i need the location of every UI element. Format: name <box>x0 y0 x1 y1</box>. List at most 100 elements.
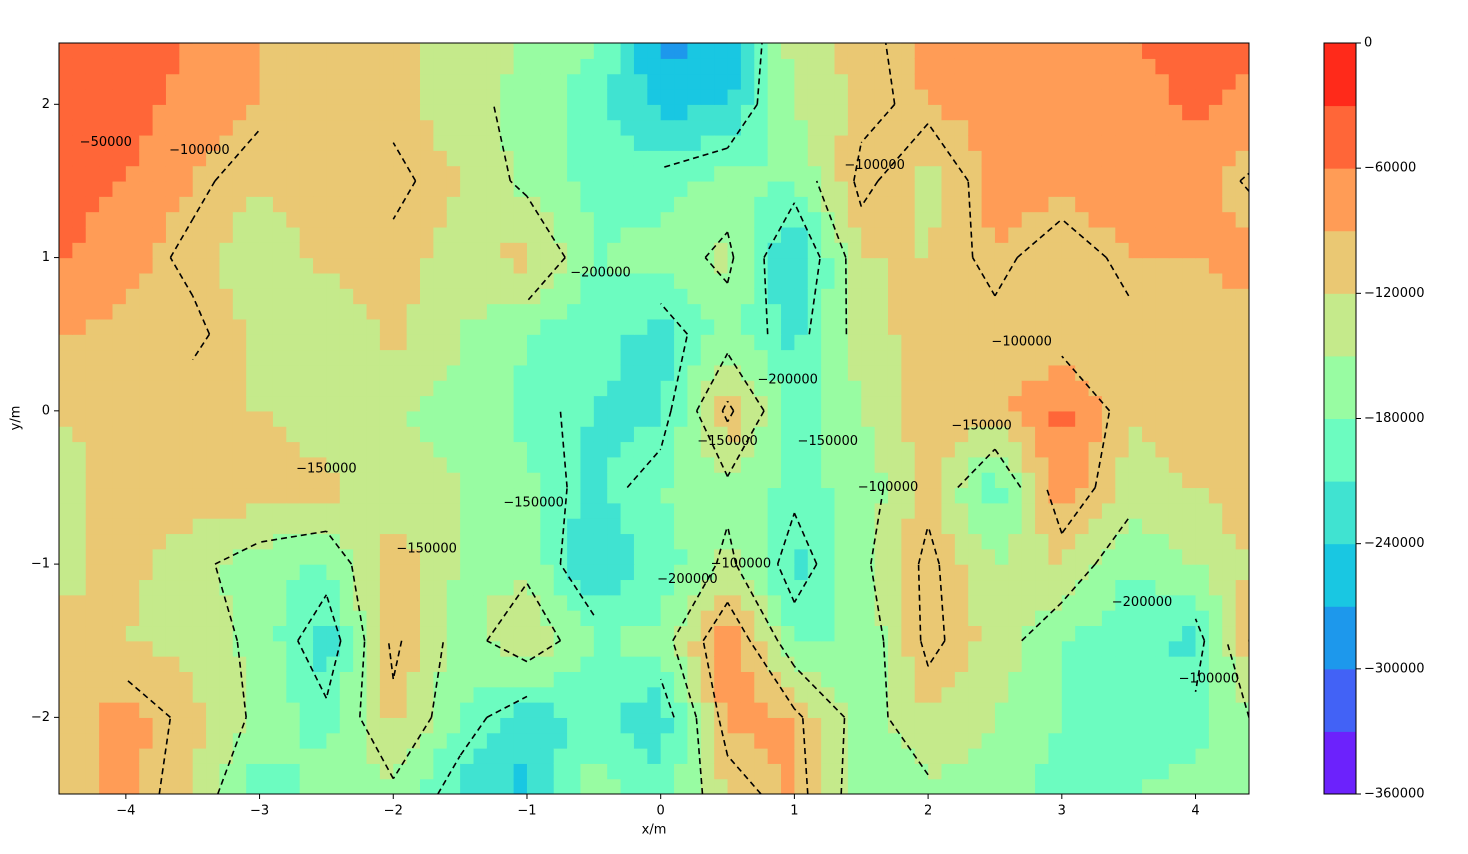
contour-cell <box>446 334 461 351</box>
contour-cell <box>847 150 862 167</box>
contour-cell <box>393 441 408 458</box>
contour-cell <box>1115 165 1130 182</box>
contour-cell <box>727 472 742 489</box>
contour-cell <box>981 456 996 473</box>
contour-cell <box>580 487 595 504</box>
contour-cell <box>406 73 421 90</box>
contour-cell <box>567 441 582 458</box>
contour-cell <box>219 43 234 44</box>
contour-cell <box>366 640 381 657</box>
contour-cell <box>152 303 167 320</box>
contour-cell <box>1128 134 1143 151</box>
contour-cell <box>1035 533 1050 550</box>
contour-cell <box>781 288 795 305</box>
contour-cell <box>299 564 314 581</box>
contour-cell <box>861 686 876 703</box>
contour-cell <box>887 548 902 565</box>
contour-cell <box>286 349 301 366</box>
contour-cell <box>660 257 675 274</box>
contour-cell <box>125 242 140 259</box>
contour-cell <box>674 180 689 197</box>
contour-cell <box>633 472 648 489</box>
contour-cell <box>125 364 140 381</box>
contour-cell <box>420 150 434 167</box>
contour-cell <box>914 579 929 596</box>
contour-cell <box>928 702 943 718</box>
contour-cell <box>406 395 421 412</box>
contour-cell <box>928 594 943 611</box>
contour-cell <box>393 610 408 627</box>
contour-cell <box>660 732 675 749</box>
contour-cell <box>59 73 73 90</box>
contour-cell <box>1008 686 1023 703</box>
contour-cell <box>941 610 956 627</box>
contour-cell <box>1021 518 1036 535</box>
contour-cell <box>192 410 207 427</box>
contour-line <box>670 334 689 412</box>
contour-cell <box>366 364 381 381</box>
contour-cell <box>339 43 354 59</box>
contour-cell <box>272 134 287 151</box>
contour-cell <box>941 272 956 289</box>
contour-cell <box>165 364 180 381</box>
contour-cell <box>1101 334 1116 351</box>
contour-cell <box>1195 349 1210 366</box>
contour-cell <box>379 472 394 489</box>
contour-cell <box>259 180 274 197</box>
contour-cell <box>500 686 515 703</box>
contour-cell <box>1048 686 1063 703</box>
contour-cell <box>59 257 73 274</box>
contour-cell <box>1088 180 1103 197</box>
contour-cell <box>1048 43 1063 59</box>
contour-cell <box>1155 778 1170 794</box>
contour-cell <box>446 180 461 197</box>
contour-cell <box>446 364 461 381</box>
contour-cell <box>1035 441 1050 458</box>
contour-cell <box>1008 43 1023 44</box>
contour-cell <box>914 763 929 780</box>
contour-cell <box>901 502 916 519</box>
contour-cell <box>834 441 849 458</box>
contour-cell <box>232 502 247 519</box>
contour-cell <box>981 395 996 412</box>
contour-cell <box>406 134 421 151</box>
contour-cell <box>232 43 247 44</box>
contour-cell <box>339 472 354 489</box>
contour-cell <box>847 134 862 151</box>
contour-cell <box>1168 502 1183 519</box>
contour-cell <box>767 426 782 443</box>
contour-cell <box>1222 548 1237 565</box>
contour-cell <box>647 564 662 581</box>
contour-cell <box>165 88 180 105</box>
contour-cell <box>219 426 234 443</box>
contour-cell <box>286 318 301 335</box>
contour-cell <box>85 242 100 259</box>
contour-cell <box>914 380 929 397</box>
contour-cell <box>1115 257 1130 274</box>
contour-cell <box>379 43 394 59</box>
contour-cell <box>633 640 648 657</box>
contour-cell <box>700 272 715 289</box>
contour-cell <box>1088 778 1103 794</box>
contour-line <box>735 563 779 642</box>
contour-cell <box>1048 717 1063 734</box>
contour-cell <box>874 502 889 519</box>
contour-cell <box>179 732 194 749</box>
contour-cell <box>1155 671 1170 688</box>
contour-cell <box>874 395 889 412</box>
contour-cell <box>206 73 221 90</box>
contour-cell <box>954 257 969 274</box>
contour-cell <box>339 579 354 596</box>
contour-cell <box>246 43 261 59</box>
contour-cell <box>513 732 528 749</box>
contour-cell <box>941 119 956 136</box>
colorbar-tick-label: −240000 <box>1364 536 1425 551</box>
contour-cell <box>299 671 314 688</box>
contour-cell <box>593 318 608 335</box>
contour-cell <box>874 763 889 780</box>
contour-cell <box>59 717 73 734</box>
contour-cell <box>299 58 314 75</box>
contour-cell <box>366 43 381 44</box>
contour-cell <box>286 180 301 197</box>
contour-cell <box>674 732 689 749</box>
